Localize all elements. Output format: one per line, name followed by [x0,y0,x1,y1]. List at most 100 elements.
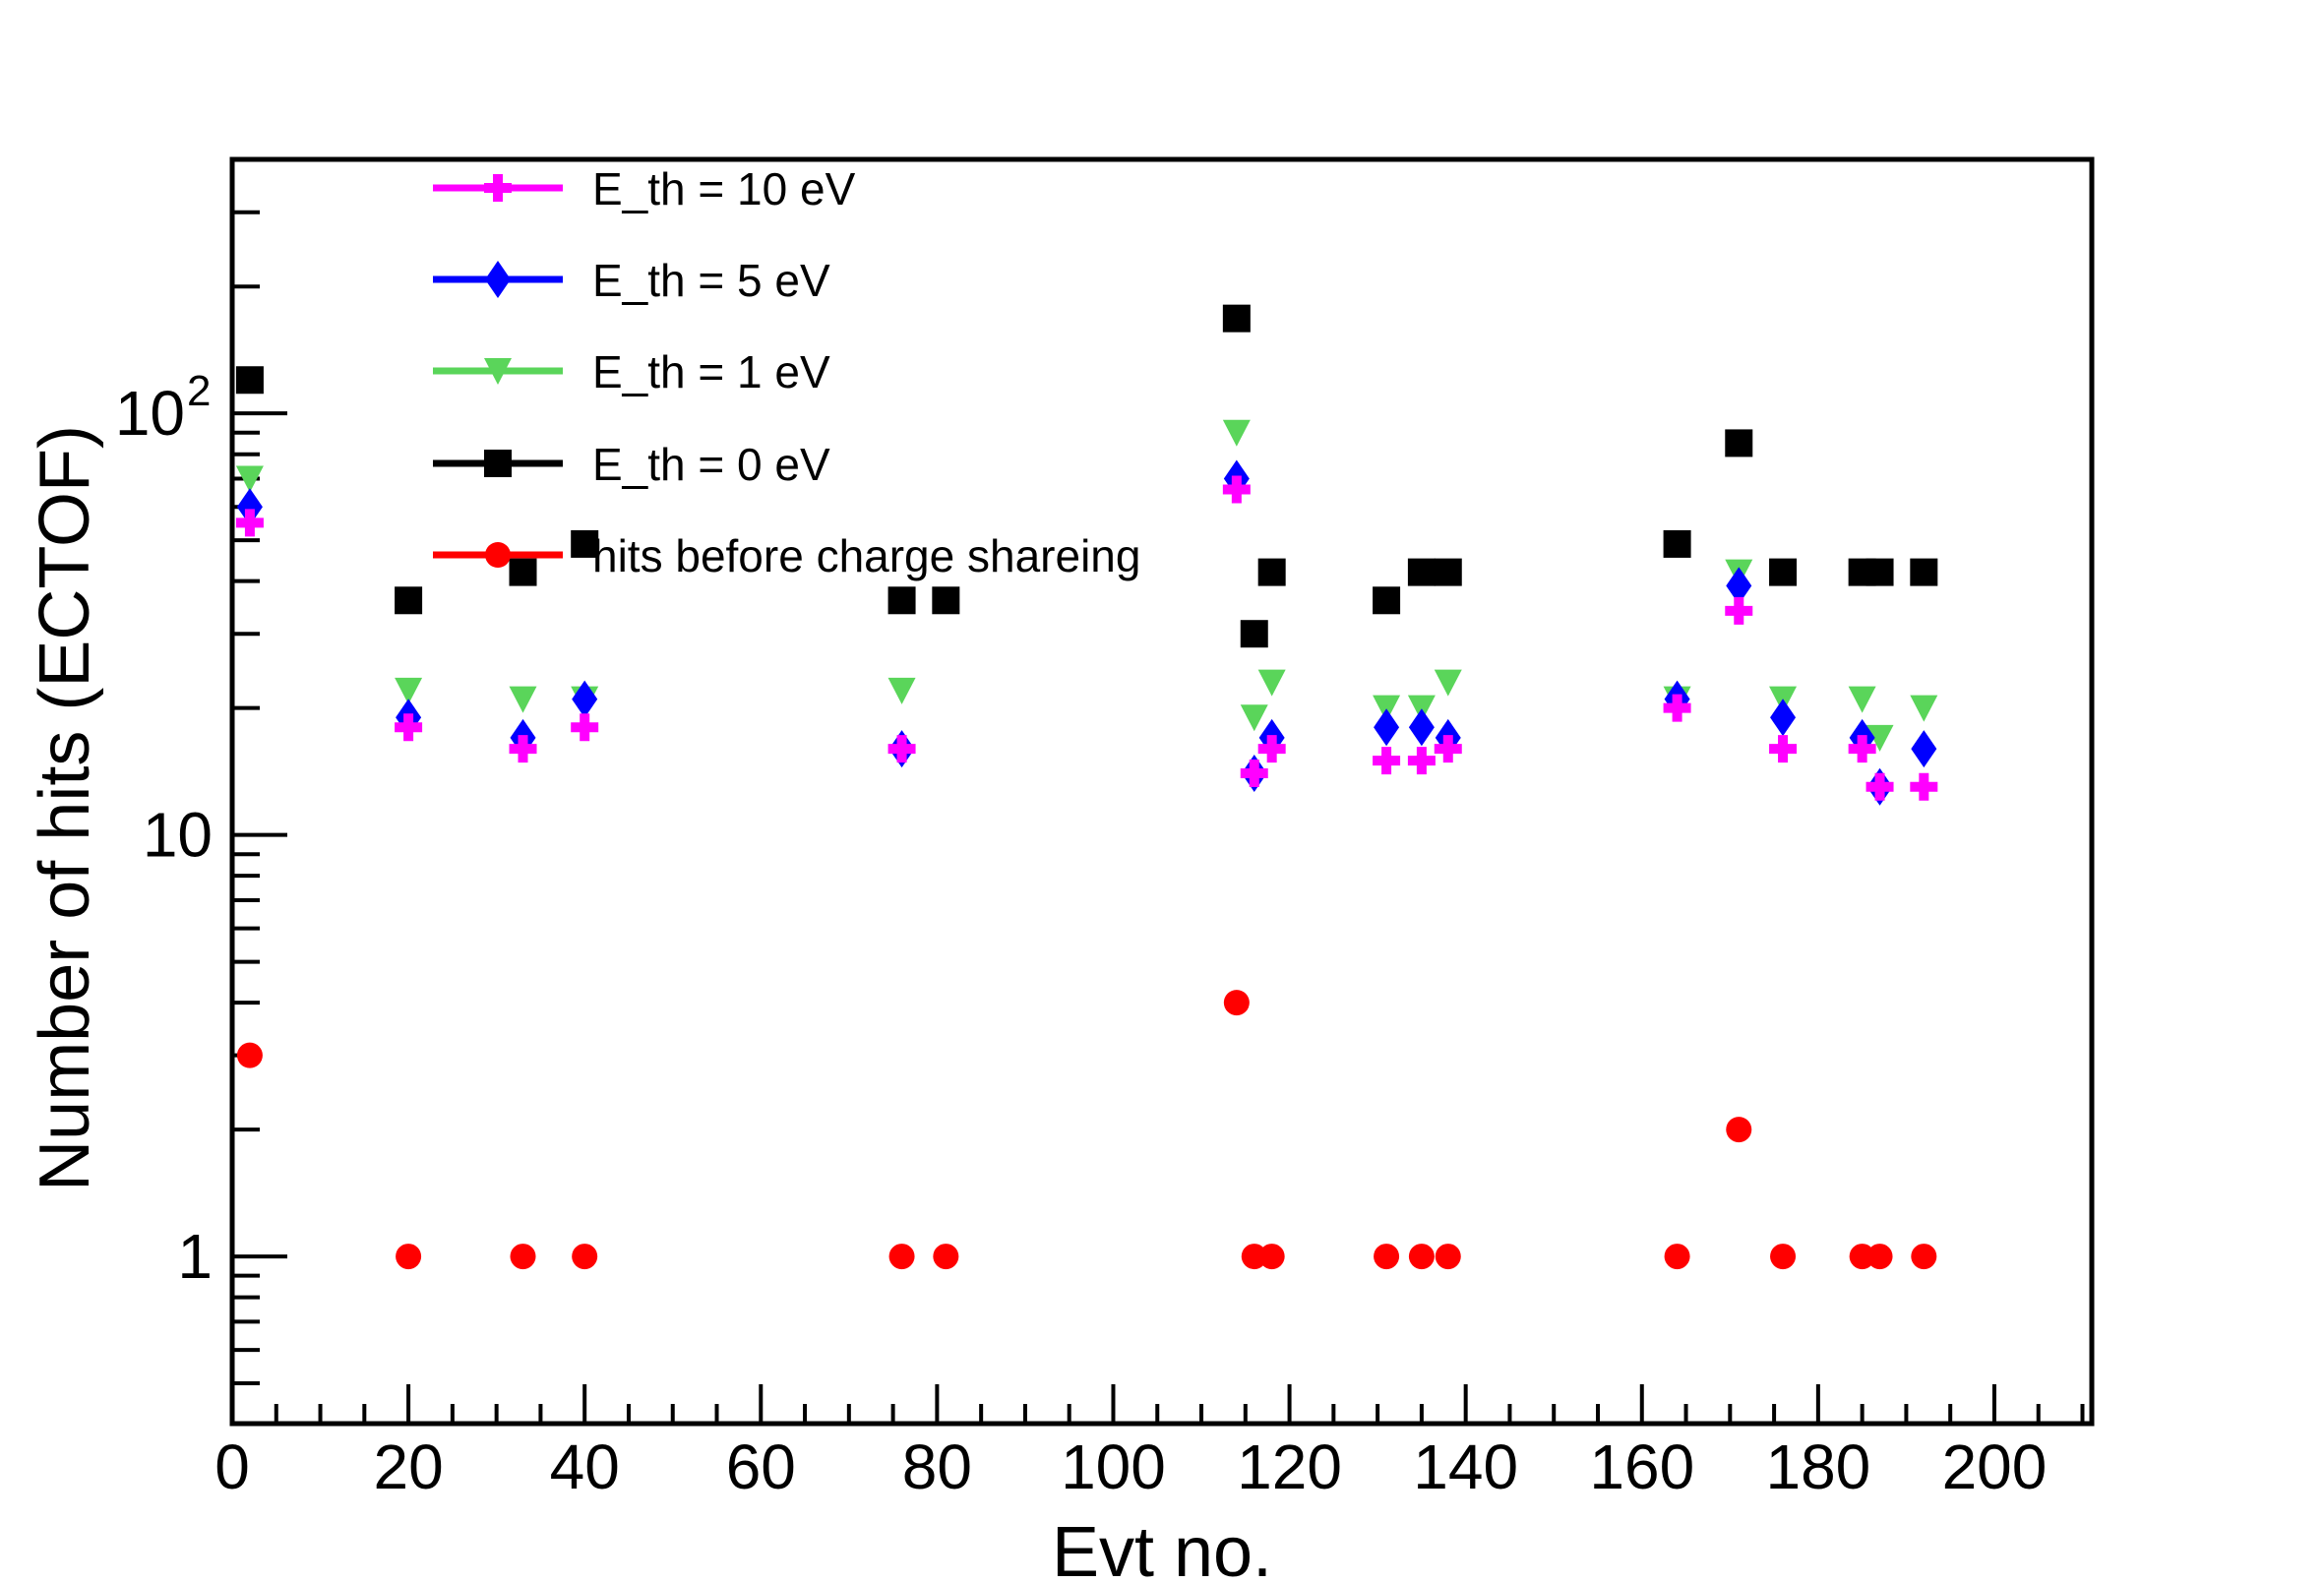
legend-marker [485,542,511,568]
legend: E_th = 10 eV E_th = 5 eV E_th = 1 eV E_th =… [433,163,1140,581]
y-axis-title: Number of hits (ECTOF) [26,425,104,1191]
x-tick-label: 100 [1061,1431,1166,1502]
y-tick-label-base: 10 [143,800,213,871]
data-point [1725,429,1753,457]
x-tick-label: 80 [902,1431,972,1502]
legend-entry: E_th = 10 eV [433,163,856,214]
data-point [509,686,537,713]
data-point [1911,730,1937,768]
y-tick-label-base: 10 [115,378,185,449]
x-tick-label: 140 [1413,1431,1518,1502]
data-point [1373,747,1401,775]
data-point [395,713,423,742]
legend-label: E_th = 0 eV [592,439,830,490]
y-tick-label-exponent: 2 [187,367,211,415]
data-point [510,1244,536,1270]
data-point [887,735,916,763]
data-point [1223,990,1250,1016]
data-point [1725,596,1753,625]
data-point [1726,1117,1752,1143]
data-point [887,586,916,615]
x-tick-labels: 0 20 40 60 80 100 120 140 160 180 200 [214,1431,2047,1502]
data-point [1769,735,1798,763]
data-point [235,509,264,537]
legend-label: E_th = 5 eV [592,255,830,306]
data-point [1769,558,1798,586]
data-point [236,1042,263,1068]
legend-marker [484,174,512,202]
data-point [888,1244,915,1270]
legend-marker [484,358,512,385]
data-point [1407,558,1436,586]
data-point [1408,1244,1435,1270]
data-point [1373,586,1401,615]
plot-frame [229,156,2095,1427]
data-point [1434,669,1462,697]
series-circle [236,990,1937,1270]
legend-entry: E_th = 5 eV [433,255,830,306]
data-point [509,558,537,586]
axis-ticks [230,157,2085,1427]
legend-label: hits before charge shareing [592,530,1140,581]
data-point [1407,747,1436,775]
data-point [1222,475,1251,504]
x-tick-label: 180 [1765,1431,1870,1502]
x-tick-label: 0 [214,1431,250,1502]
data-point [509,735,537,763]
data-point [1663,694,1691,722]
y-tick-label: 10 [115,378,185,449]
data-point [1664,1244,1690,1270]
data-point [932,586,960,615]
data-point [1407,695,1436,722]
x-tick-label: 40 [550,1431,620,1502]
legend-entry: hits before charge shareing [433,530,1140,581]
data-point [1257,669,1286,697]
data-point [1373,695,1401,722]
data-point [887,677,916,704]
data-point [572,1244,598,1270]
data-point [572,680,598,718]
data-point [1910,772,1938,801]
data-point [571,713,599,742]
data-point [571,529,599,558]
legend-label: E_th = 1 eV [592,346,830,397]
x-axis-title: Evt no. [1052,1513,1272,1583]
data-point [1222,304,1251,333]
x-tick-label: 20 [374,1431,444,1502]
data-point [1866,1244,1893,1270]
x-tick-label: 120 [1237,1431,1342,1502]
series-square [235,304,1938,648]
data-point [1240,620,1268,648]
data-point [1911,1244,1937,1270]
data-point [1848,686,1876,713]
data-point [1663,529,1691,558]
data-point [1848,735,1876,763]
data-points [235,304,1938,1270]
data-point [1865,558,1894,586]
data-point [1241,1244,1267,1270]
data-point [1435,1244,1461,1270]
y-tick-label: 10 [143,800,213,871]
data-point [1240,704,1268,732]
data-point [396,1244,422,1270]
data-point [1374,708,1400,747]
x-tick-label: 160 [1589,1431,1694,1502]
data-point [1770,699,1797,737]
y-tick-label: 1 [177,1221,213,1292]
data-point [1910,695,1938,722]
data-point [235,366,264,395]
data-point [1770,1244,1797,1270]
data-point [1258,1244,1285,1270]
legend-marker [485,261,511,298]
data-point [395,677,423,704]
data-point [1865,772,1894,801]
data-point [1434,735,1462,763]
data-point [1726,567,1752,605]
legend-label: E_th = 10 eV [592,163,856,214]
data-point [1865,724,1894,752]
data-point [1222,419,1251,447]
data-point [236,488,263,526]
